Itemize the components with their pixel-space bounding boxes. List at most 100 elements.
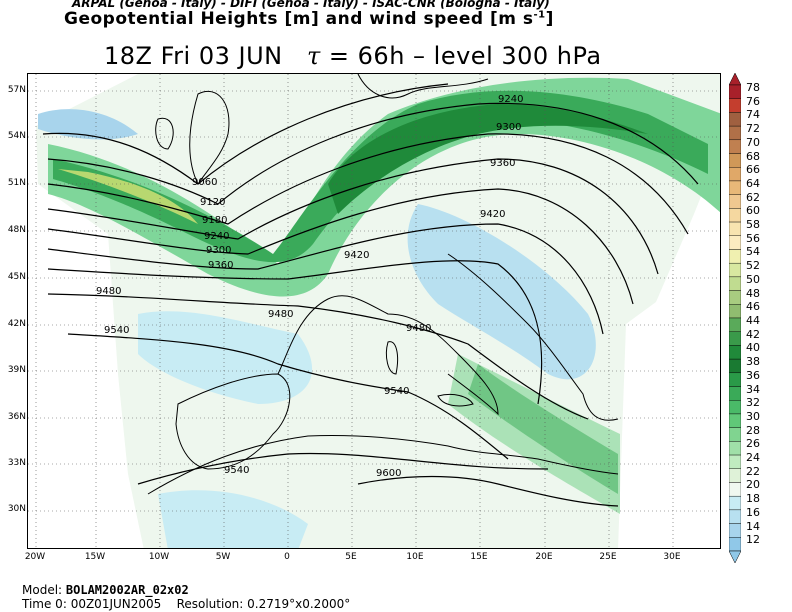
- contour-9480: [47, 293, 589, 420]
- contour-label: 9540: [224, 465, 249, 476]
- contour-9120: [47, 102, 699, 205]
- header-variables-main: Geopotential Heights [m] and wind speed …: [64, 9, 534, 29]
- colorbar-label: 34: [746, 382, 760, 396]
- lat-label: 51N: [7, 178, 26, 188]
- lon-label: 0: [284, 552, 290, 562]
- calm-blue-3: [38, 109, 138, 140]
- model-value: BOLAM2002AR_02x02: [65, 583, 189, 597]
- title-time: 18Z Fri 03 JUN: [104, 42, 283, 70]
- colorbar-label: 76: [746, 94, 760, 108]
- contour-label: 9420: [344, 250, 369, 261]
- calm-blue-1: [407, 204, 596, 380]
- colorbar-label: 56: [746, 231, 760, 245]
- contour-label: 9540: [384, 386, 409, 397]
- contour-label: 9420: [480, 209, 505, 220]
- colorbar-swatch: [729, 221, 741, 236]
- colorbar-label: 78: [746, 81, 760, 94]
- contour-label: 9540: [104, 325, 129, 336]
- colorbar-max-triangle: [729, 73, 741, 86]
- contour-label: 9480: [406, 323, 431, 334]
- colorbar-label: 16: [746, 505, 760, 519]
- lat-label: 48N: [7, 225, 26, 235]
- colorbar-swatch: [729, 372, 741, 387]
- contour-label: 9480: [96, 286, 121, 297]
- footer-time: Time 0: 00Z01JUN2005 Resolution: 0.2719°…: [22, 597, 350, 611]
- lon-label: 30E: [663, 552, 681, 562]
- contour-label: 9120: [200, 197, 225, 208]
- coast-iberia: [175, 373, 291, 470]
- header-credits: ARPAL (Genoa - Italy) - DIFI (Genoa - It…: [72, 0, 550, 10]
- wind-speed-shading: [38, 77, 720, 548]
- jet-north-dark: [328, 104, 648, 214]
- colorbar-swatch: [729, 523, 741, 538]
- coast-sicily: [437, 393, 474, 407]
- lon-label: 10E: [406, 552, 424, 562]
- colorbar-label: 36: [746, 368, 760, 382]
- colorbar-swatch: [729, 345, 741, 360]
- colorbar-label: 60: [746, 204, 760, 218]
- colorbar-swatch: [729, 167, 741, 182]
- header-variables: Geopotential Heights [m] and wind speed …: [64, 9, 554, 29]
- contour-label: 9060: [192, 177, 217, 188]
- colorbar-label: 28: [746, 423, 760, 437]
- lat-label: 42N: [7, 319, 26, 329]
- header-variables-sup: -1: [533, 9, 546, 21]
- contour-label: 9480: [268, 309, 293, 320]
- map-panel[interactable]: 9240 9300 9360 9420 9060 9120 9180 9240 …: [27, 73, 721, 549]
- coast-balkans-greece: [447, 253, 619, 421]
- colorbar-label: 38: [746, 355, 760, 369]
- lon-label: 5W: [215, 552, 231, 562]
- model-label: Model:: [22, 583, 63, 597]
- lon-label: 15E: [470, 552, 488, 562]
- colorbar-swatch: [729, 84, 741, 99]
- colorbar-swatch: [729, 208, 741, 223]
- colorbar-label: 58: [746, 218, 760, 232]
- coast-ireland: [155, 117, 174, 150]
- contour-label: 9300: [206, 245, 231, 256]
- lat-label: 36N: [7, 412, 26, 422]
- colorbar-label: 26: [746, 437, 760, 451]
- colorbar-swatch: [729, 454, 741, 469]
- colorbar-swatch: [729, 358, 741, 374]
- colorbar-swatch: [729, 139, 741, 154]
- colorbar-swatch: [729, 400, 741, 415]
- colorbar-swatch: [729, 194, 741, 209]
- lon-label: 5E: [345, 552, 357, 562]
- coast-north-africa: [147, 435, 619, 495]
- colorbar-label: 62: [746, 190, 760, 204]
- colorbar-swatch: [729, 235, 741, 250]
- coast-scandinavia: [357, 74, 489, 99]
- colorbar-label: 64: [746, 176, 760, 190]
- contour-9540: [67, 333, 509, 460]
- colorbar-label: 54: [746, 245, 760, 259]
- colorbar-swatch: [729, 112, 741, 127]
- colorbar-swatch: [729, 509, 741, 524]
- colorbar-swatch: [729, 331, 741, 346]
- graticule: [28, 74, 720, 548]
- colorbar-label: 74: [746, 108, 760, 122]
- colorbar-label: 42: [746, 327, 760, 341]
- coastlines: [147, 74, 619, 495]
- contour-9060: [42, 83, 449, 185]
- colorbar-swatch: [729, 482, 741, 497]
- colorbar-swatch: [729, 98, 741, 113]
- colorbar-label: 12: [746, 533, 760, 547]
- colorbar-label: 18: [746, 492, 760, 506]
- colorbar-swatch: [729, 249, 741, 264]
- colorbar-swatch: [729, 468, 741, 483]
- contour-9240: [47, 158, 659, 275]
- colorbar-label: 66: [746, 163, 760, 177]
- colorbar-label: 50: [746, 272, 760, 286]
- colorbar-swatch: [729, 317, 741, 332]
- colorbar-swatch: [729, 125, 741, 141]
- colorbar-swatch: [729, 427, 741, 442]
- footer-model: Model: BOLAM2002AR_02x02: [22, 583, 189, 597]
- contour-9540-south: [137, 452, 549, 485]
- calm-blue-2: [138, 311, 313, 404]
- resolution-label: Resolution:: [176, 597, 244, 611]
- title-tau-symbol: τ: [307, 42, 321, 70]
- contour-label: 9360: [208, 260, 233, 271]
- contour-label-layer: 9240 9300 9360 9420 9060 9120 9180 9240 …: [96, 94, 523, 479]
- colorbar-swatch: [729, 304, 741, 319]
- time-value: 00Z01JUN2005: [70, 597, 162, 611]
